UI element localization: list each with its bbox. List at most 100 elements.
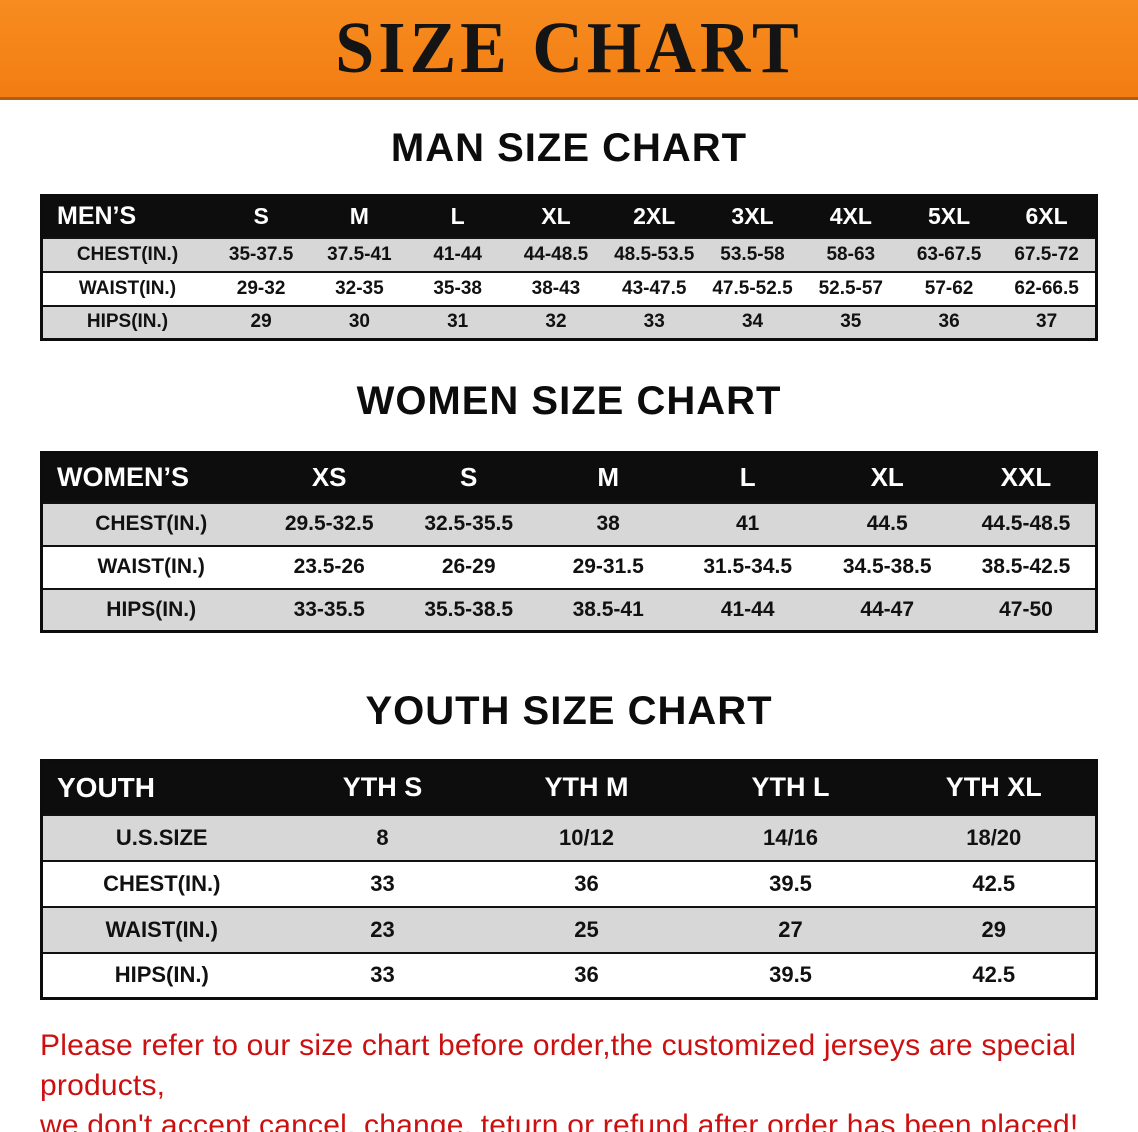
size-column-header: YTH XL bbox=[945, 772, 1042, 803]
size-value-cell: 41-44 bbox=[433, 243, 482, 265]
women-table-body: CHEST(IN.) 29.5-32.5 32.5-35.5 38 41 44.5 44.5… bbox=[41, 502, 1097, 632]
size-value-cell: 29-32 bbox=[236, 277, 286, 299]
table-row: CHEST(IN.) 33 36 39.5 42.5 bbox=[41, 860, 1097, 907]
size-value-cell: 38.5-41 bbox=[572, 597, 644, 621]
size-value-cell: 36 bbox=[574, 870, 599, 896]
size-column-header: M bbox=[597, 462, 620, 493]
row-label: CHEST(IN.) bbox=[95, 512, 208, 535]
size-value-cell: 38-43 bbox=[531, 277, 581, 299]
size-value-cell: 25 bbox=[574, 916, 599, 942]
size-value-cell: 44.5 bbox=[866, 512, 908, 535]
table-row: HIPS(IN.) 33-35.5 35.5-38.5 38.5-41 41-44 44-… bbox=[41, 588, 1097, 632]
men-table-body: CHEST(IN.) 35-37.5 37.5-41 41-44 44-48.5 48.5… bbox=[41, 237, 1097, 340]
table-header-row: MEN’S S M L XL 2XL 3XL 4XL 5XL 6XL bbox=[41, 195, 1097, 238]
size-column-header: 6XL bbox=[1025, 203, 1068, 230]
size-value-cell: 27 bbox=[778, 916, 803, 942]
size-column-header: L bbox=[739, 462, 756, 493]
table-row: CHEST(IN.) 35-37.5 37.5-41 41-44 44-48.5 48.5… bbox=[41, 237, 1097, 272]
row-label: U.S.SIZE bbox=[115, 824, 208, 850]
size-value-cell: 38.5-42.5 bbox=[981, 555, 1071, 578]
size-value-cell: 35-38 bbox=[433, 277, 482, 299]
size-value-cell: 33-35.5 bbox=[293, 597, 365, 621]
size-value-cell: 23 bbox=[370, 916, 395, 942]
size-column-header: YTH S bbox=[342, 772, 423, 803]
table-header-row: WOMEN’S XS S M L XL XXL bbox=[41, 452, 1097, 503]
size-value-cell: 63-67.5 bbox=[916, 243, 982, 265]
disclaimer-line-1: Please refer to our size chart before or… bbox=[40, 1029, 1077, 1102]
size-value-cell: 57-62 bbox=[924, 277, 974, 299]
disclaimer-line-2: we don't accept cancel, change, teturn o… bbox=[40, 1109, 1079, 1132]
table-row: WAIST(IN.) 29-32 32-35 35-38 38-43 43-47.5 47.… bbox=[41, 271, 1097, 306]
size-value-cell: 48.5-53.5 bbox=[614, 243, 695, 265]
size-value-cell: 32-35 bbox=[335, 277, 384, 299]
women-size-chart-title: WOMEN SIZE CHART bbox=[356, 379, 782, 423]
size-value-cell: 31 bbox=[447, 311, 469, 333]
banner: SIZE CHART bbox=[0, 0, 1138, 100]
table-row: HIPS(IN.) 29 30 31 32 33 34 35 36 37 bbox=[41, 305, 1097, 340]
size-value-cell: 58-63 bbox=[826, 243, 876, 265]
row-label: HIPS(IN.) bbox=[106, 597, 197, 621]
size-column-header: YTH M bbox=[544, 772, 629, 803]
men-size-table: MEN’S S M L XL 2XL 3XL 4XL 5XL 6XL CHEST(IN.) 35-3… bbox=[40, 194, 1098, 341]
youth-table-header: YOUTH YTH S YTH M YTH L YTH XL bbox=[41, 760, 1097, 815]
size-value-cell: 29-31.5 bbox=[572, 555, 644, 578]
size-value-cell: 52.5-57 bbox=[818, 277, 884, 299]
size-column-header: YTH L bbox=[751, 772, 830, 803]
size-value-cell: 32 bbox=[545, 311, 567, 333]
table-row: HIPS(IN.) 33 36 39.5 42.5 bbox=[41, 952, 1097, 999]
size-value-cell: 44-48.5 bbox=[523, 243, 589, 265]
size-value-cell: 47.5-52.5 bbox=[712, 277, 793, 299]
size-value-cell: 26-29 bbox=[441, 555, 496, 578]
size-column-header: 4XL bbox=[829, 203, 872, 230]
size-value-cell: 47-50 bbox=[999, 597, 1053, 621]
row-label: WAIST(IN.) bbox=[97, 555, 205, 578]
size-value-cell: 44.5-48.5 bbox=[981, 512, 1071, 535]
size-value-cell: 53.5-58 bbox=[720, 243, 785, 265]
row-label: HIPS(IN.) bbox=[86, 311, 169, 333]
size-column-header: XL bbox=[870, 462, 904, 493]
size-value-cell: 8 bbox=[376, 824, 389, 850]
row-label: CHEST(IN.) bbox=[103, 870, 221, 896]
row-label: CHEST(IN.) bbox=[76, 243, 179, 265]
size-value-cell: 38 bbox=[596, 512, 620, 535]
size-value-cell: 42.5 bbox=[972, 962, 1016, 988]
man-size-chart-title: MAN SIZE CHART bbox=[390, 126, 748, 170]
youth-table-body: U.S.SIZE 8 10/12 14/16 18/20 CHEST(IN.) 33 36 39… bbox=[41, 814, 1097, 999]
row-label: HIPS(IN.) bbox=[114, 962, 209, 988]
table-category-label: MEN’S bbox=[57, 202, 137, 231]
size-column-header: S bbox=[253, 203, 269, 230]
size-column-header: XXL bbox=[1000, 462, 1052, 493]
size-column-header: 5XL bbox=[927, 203, 971, 230]
size-value-cell: 35-37.5 bbox=[228, 243, 294, 265]
size-column-header: 3XL bbox=[731, 203, 774, 230]
size-value-cell: 33 bbox=[370, 870, 395, 896]
size-value-cell: 29 bbox=[250, 311, 272, 333]
size-value-cell: 41 bbox=[736, 512, 760, 535]
size-value-cell: 36 bbox=[574, 962, 599, 988]
size-value-cell: 41-44 bbox=[720, 597, 775, 621]
size-value-cell: 32.5-35.5 bbox=[424, 512, 514, 535]
disclaimer-text: Please refer to our size chart before or… bbox=[40, 1026, 1120, 1132]
size-value-cell: 39.5 bbox=[769, 962, 812, 988]
size-column-header: 2XL bbox=[633, 203, 676, 230]
women-table-header: WOMEN’S XS S M L XL XXL bbox=[41, 452, 1097, 503]
row-label: WAIST(IN.) bbox=[105, 916, 218, 942]
youth-size-table: YOUTH YTH S YTH M YTH L YTH XL U.S.SIZE 8 10/1… bbox=[40, 759, 1098, 1000]
men-table-header: MEN’S S M L XL 2XL 3XL 4XL 5XL 6XL bbox=[41, 195, 1097, 238]
size-value-cell: 37.5-41 bbox=[327, 243, 392, 265]
size-value-cell: 37 bbox=[1036, 311, 1058, 333]
size-column-header: M bbox=[349, 203, 369, 230]
size-value-cell: 62-66.5 bbox=[1014, 277, 1079, 299]
table-row: U.S.SIZE 8 10/12 14/16 18/20 bbox=[41, 814, 1097, 861]
women-size-table: WOMEN’S XS S M L XL XXL CHEST(IN.) 29.5-32.5 32.… bbox=[40, 451, 1098, 633]
page-title: SIZE CHART bbox=[335, 7, 803, 89]
table-category-label: YOUTH bbox=[57, 771, 155, 803]
size-value-cell: 29 bbox=[981, 916, 1006, 942]
size-column-header: L bbox=[450, 203, 465, 230]
size-value-cell: 33 bbox=[370, 962, 395, 988]
size-value-cell: 67.5-72 bbox=[1014, 243, 1079, 265]
size-value-cell: 31.5-34.5 bbox=[703, 555, 793, 578]
table-row: WAIST(IN.) 23.5-26 26-29 29-31.5 31.5-34.5 34… bbox=[41, 545, 1097, 589]
size-value-cell: 34.5-38.5 bbox=[842, 555, 932, 578]
